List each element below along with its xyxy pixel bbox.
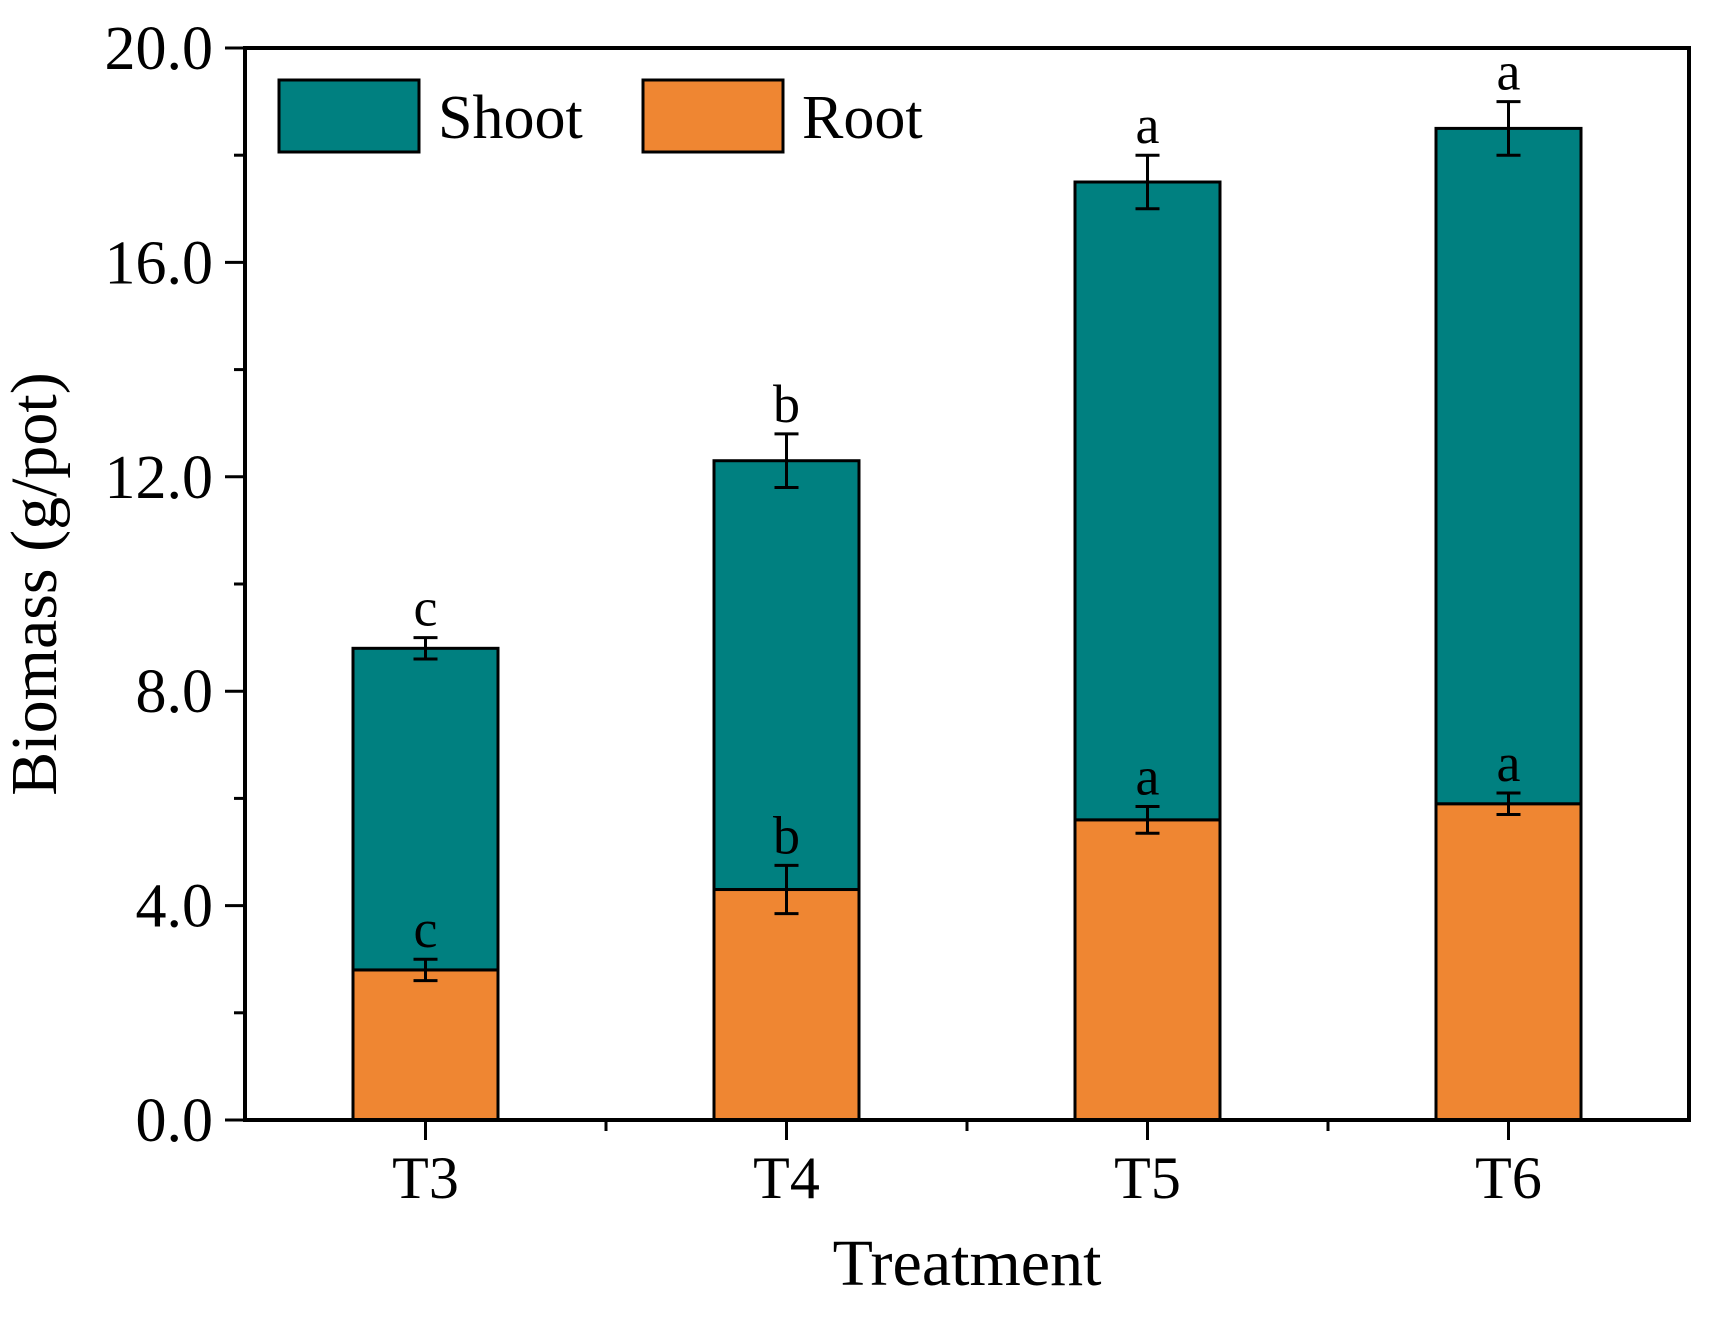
bar-root-T5 bbox=[1073, 818, 1222, 1122]
legend-label-shoot: Shoot bbox=[438, 84, 583, 152]
legend-label-root: Root bbox=[802, 84, 923, 152]
y-axis-title: Biomass (g/pot) bbox=[0, 372, 71, 796]
sig-letter-total-T5: a bbox=[1136, 95, 1160, 155]
bar-shoot-T3 bbox=[351, 646, 500, 972]
y-tick-label: 4.0 bbox=[136, 873, 214, 941]
sig-letter-root-T5: a bbox=[1136, 746, 1160, 806]
x-tick-label: T3 bbox=[392, 1145, 459, 1211]
y-tick-label: 8.0 bbox=[136, 658, 214, 726]
bar-root-T4 bbox=[712, 888, 861, 1122]
sig-letter-root-T4: b bbox=[773, 805, 800, 865]
sig-letter-root-T6: a bbox=[1497, 733, 1521, 793]
bar-root-T3 bbox=[351, 968, 500, 1122]
y-tick-label: 0.0 bbox=[136, 1087, 214, 1155]
y-tick-label: 16.0 bbox=[105, 229, 214, 297]
sig-letter-total-T6: a bbox=[1497, 42, 1521, 102]
x-axis-title: Treatment bbox=[833, 1227, 1102, 1300]
bar-shoot-T6 bbox=[1434, 126, 1583, 806]
sig-letter-total-T4: b bbox=[773, 374, 800, 434]
y-tick-label: 12.0 bbox=[105, 444, 214, 512]
x-tick-label: T4 bbox=[753, 1145, 820, 1211]
bar-shoot-T4 bbox=[712, 459, 861, 892]
y-tick-label: 20.0 bbox=[105, 15, 214, 83]
sig-letter-total-T3: c bbox=[414, 578, 438, 638]
legend-swatch-root bbox=[641, 78, 785, 154]
x-tick-label: T6 bbox=[1475, 1145, 1542, 1211]
sig-letter-root-T3: c bbox=[414, 899, 438, 959]
bar-shoot-T5 bbox=[1073, 180, 1222, 822]
legend-swatch-shoot bbox=[277, 78, 421, 154]
x-tick-label: T5 bbox=[1114, 1145, 1181, 1211]
bar-root-T6 bbox=[1434, 802, 1583, 1122]
